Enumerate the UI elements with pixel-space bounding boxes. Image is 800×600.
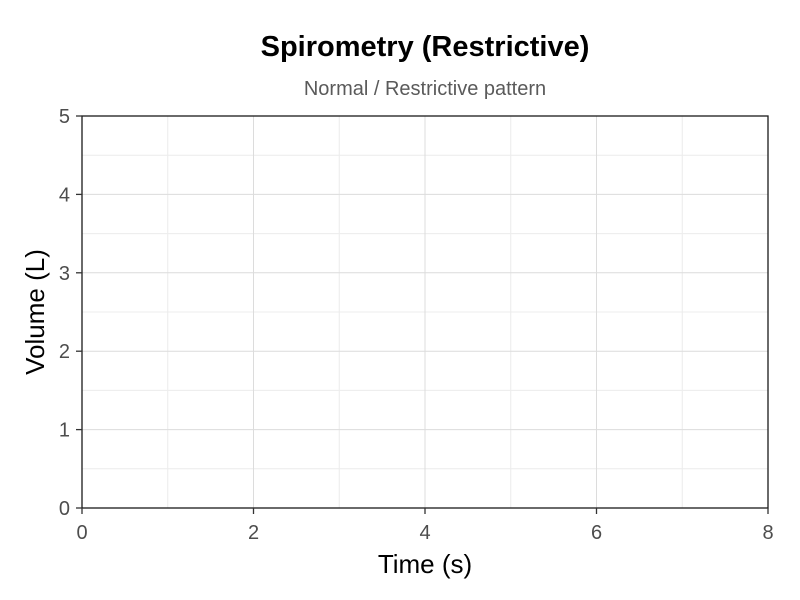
y-tick-label: 5 xyxy=(59,106,70,128)
x-tick-label: 6 xyxy=(591,522,602,544)
x-tick-label: 0 xyxy=(76,522,87,544)
chart-subtitle: Normal / Restrictive pattern xyxy=(304,78,546,100)
y-tick-label: 0 xyxy=(59,498,70,520)
y-tick-label: 3 xyxy=(59,263,70,285)
x-tick-label: 2 xyxy=(248,522,259,544)
y-tick-label: 1 xyxy=(59,420,70,442)
chart-title: Spirometry (Restrictive) xyxy=(261,31,590,63)
y-tick-label: 4 xyxy=(59,184,70,206)
y-axis-title: Volume (L) xyxy=(20,249,50,375)
x-axis-ticks: 0 2 4 6 8 xyxy=(76,508,774,544)
x-tick-label: 8 xyxy=(762,522,773,544)
x-axis-title: Time (s) xyxy=(378,549,472,579)
x-tick-label: 4 xyxy=(419,522,430,544)
y-tick-label: 2 xyxy=(59,341,70,363)
y-axis-ticks: 0 1 2 3 4 5 xyxy=(59,106,82,520)
